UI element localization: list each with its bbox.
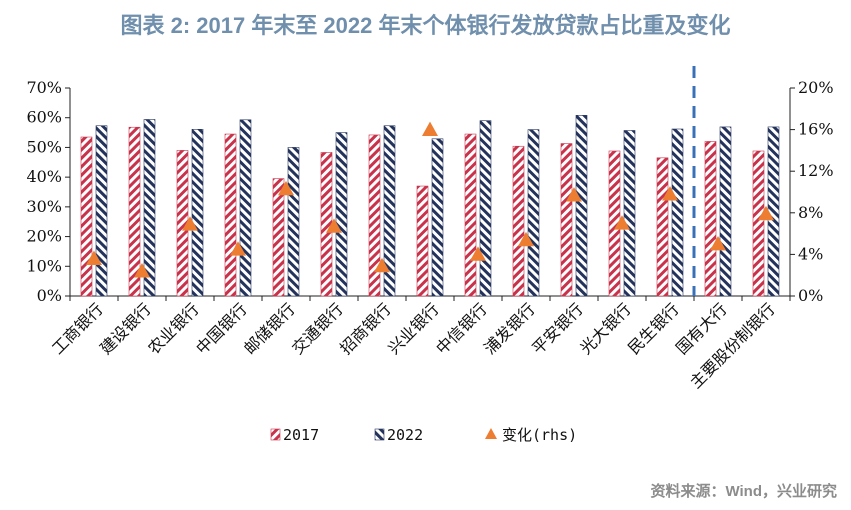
bar-2022: [671, 128, 684, 297]
bar-2017: [704, 141, 717, 297]
bar-2022: [287, 147, 300, 297]
change-marker: [278, 180, 294, 196]
change-marker: [758, 205, 774, 221]
change-marker: [422, 121, 438, 136]
category-label: 浦发银行: [480, 299, 539, 358]
left-tick-label: 10%: [26, 256, 62, 275]
category-label: 交通银行: [288, 299, 347, 358]
bar-2017: [464, 133, 477, 297]
change-marker: [470, 246, 486, 261]
change-marker: [182, 216, 198, 231]
right-tick-label: 0%: [798, 286, 823, 305]
bar-2017: [512, 145, 525, 297]
bar-2022: [383, 125, 396, 297]
bar-2022: [767, 126, 780, 297]
legend-swatch-change: [485, 428, 497, 439]
bar-2022: [431, 138, 444, 297]
bar-2017: [560, 143, 573, 297]
left-tick-label: 0%: [37, 286, 62, 305]
category-label: 邮储银行: [240, 299, 299, 358]
bar-2022: [575, 115, 588, 297]
bar-2022: [191, 129, 204, 297]
category-label: 中信银行: [432, 299, 491, 358]
bar-2022: [239, 119, 252, 297]
bar-2017: [656, 157, 669, 297]
bar-2017: [416, 185, 429, 297]
right-tick-label: 16%: [798, 120, 834, 139]
bar-2017: [224, 133, 237, 297]
bar-2017: [272, 178, 285, 297]
change-marker: [326, 218, 342, 233]
change-marker: [374, 257, 390, 273]
change-marker: [134, 263, 150, 278]
bar-2017: [80, 136, 93, 297]
category-label: 民生银行: [624, 299, 683, 358]
change-marker: [614, 215, 630, 230]
change-marker: [710, 236, 726, 251]
change-marker: [86, 250, 102, 265]
right-tick-label: 8%: [798, 203, 823, 222]
category-label: 工商银行: [48, 299, 107, 358]
bar-2017: [128, 126, 141, 297]
change-marker: [566, 187, 582, 202]
right-tick-label: 12%: [798, 161, 834, 180]
bar-2017: [320, 152, 333, 297]
change-marker: [662, 186, 678, 201]
legend-label-2022: 2022: [387, 426, 423, 444]
left-tick-label: 50%: [26, 137, 62, 156]
chart-title: 图表 2: 2017 年末至 2022 年末个体银行发放贷款占比重及变化: [120, 13, 731, 38]
source-note: 资料来源：Wind，兴业研究: [650, 483, 837, 500]
left-tick-label: 40%: [26, 167, 62, 186]
category-label: 兴业银行: [384, 299, 443, 358]
right-tick-label: 20%: [798, 78, 834, 97]
legend-label-change: 变化(rhs): [502, 426, 577, 444]
legend-swatch-2022: [374, 428, 385, 441]
change-marker: [518, 231, 534, 247]
category-label: 平安银行: [528, 299, 587, 358]
bar-2017: [368, 134, 381, 297]
category-label: 光大银行: [576, 299, 635, 358]
category-label: 建设银行: [96, 299, 155, 358]
bar-2022: [143, 119, 156, 297]
bar-2022: [479, 120, 492, 297]
bar-2022: [719, 126, 732, 297]
bar-2022: [335, 132, 348, 297]
left-tick-label: 70%: [26, 78, 62, 97]
category-label: 中国银行: [192, 299, 251, 358]
category-label: 农业银行: [144, 299, 203, 358]
legend-label-2017: 2017: [283, 426, 319, 444]
left-tick-label: 30%: [26, 197, 62, 216]
change-marker: [230, 241, 246, 256]
left-tick-label: 20%: [26, 227, 62, 246]
left-tick-label: 60%: [26, 108, 62, 127]
bar-2022: [95, 125, 108, 297]
category-label: 主要股份制银行: [686, 299, 779, 392]
legend-swatch-2017: [270, 428, 281, 441]
bar-2017: [752, 150, 765, 297]
right-tick-label: 4%: [798, 244, 823, 263]
bar-2022: [623, 130, 636, 297]
bar-2022: [527, 129, 540, 297]
category-label: 招商银行: [336, 299, 395, 358]
